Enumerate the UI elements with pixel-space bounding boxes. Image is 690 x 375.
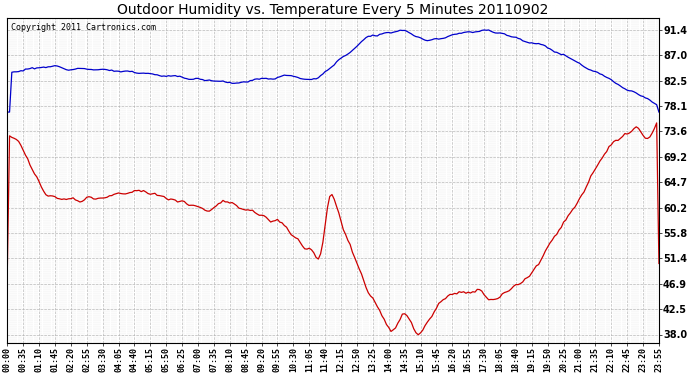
- Title: Outdoor Humidity vs. Temperature Every 5 Minutes 20110902: Outdoor Humidity vs. Temperature Every 5…: [117, 3, 549, 17]
- Text: Copyright 2011 Cartronics.com: Copyright 2011 Cartronics.com: [10, 23, 155, 32]
